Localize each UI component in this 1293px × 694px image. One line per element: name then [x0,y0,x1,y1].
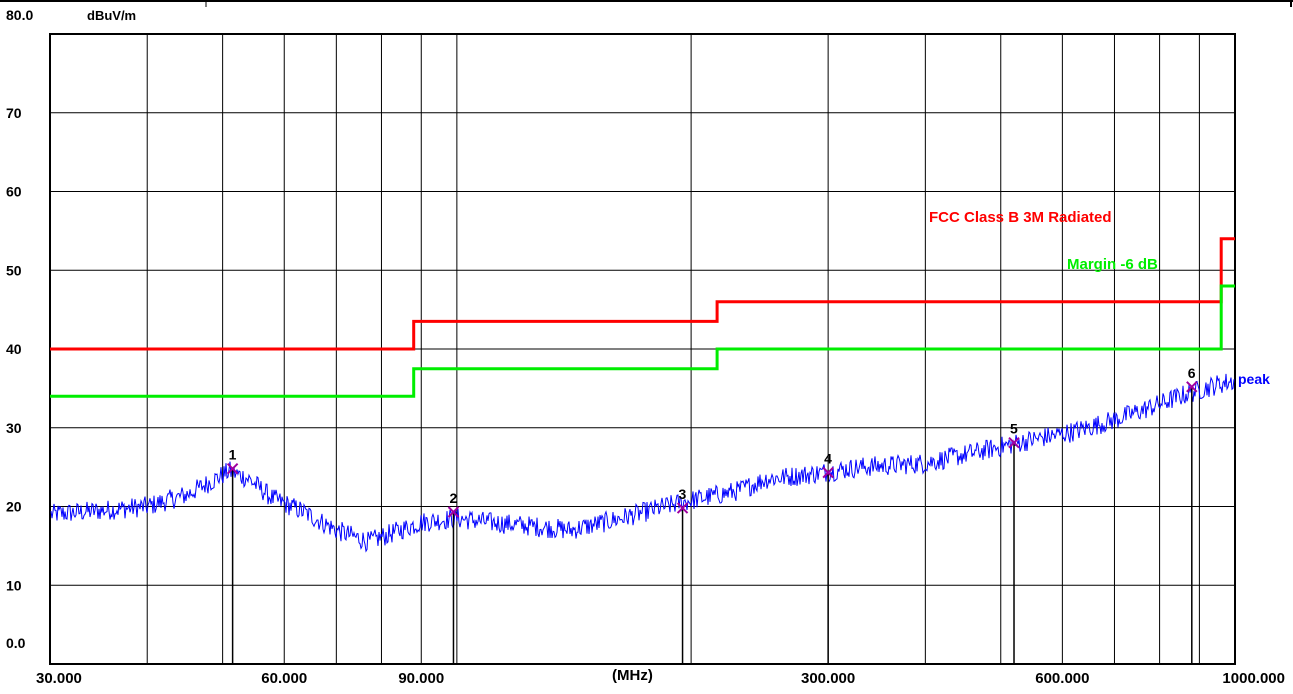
y-tick-label: 20 [6,499,22,515]
x-axis-unit-label: (MHz) [612,667,653,684]
x-tick-label: 60.000 [261,670,307,687]
peak-trace [50,373,1235,553]
x-tick-label: 90.000 [398,670,444,687]
y-tick-label: 70 [6,105,22,121]
margin-line-label: Margin -6 dB [1067,256,1158,273]
y-tick-label: 80.0 [6,7,33,23]
peak-trace-label: peak [1238,371,1270,387]
marker-cross [226,462,239,475]
marker-cross [447,506,460,518]
marker-label: 6 [1188,365,1196,381]
marker-label: 5 [1010,421,1018,437]
axis-layer: 0.0 10 20 30 40 50 60 70 80.0 30.000 60.000 90.000 3… [6,7,1285,687]
series-layer [50,237,1235,553]
margin-line [50,284,1235,398]
marker-label: 2 [449,490,457,506]
x-tick-label: 300.000 [801,670,855,687]
marker-label: 1 [229,447,237,463]
y-tick-label: 60 [6,184,22,200]
marker-cross [1008,437,1020,449]
marker-label: 4 [824,451,832,467]
y-tick-label: 40 [6,341,22,357]
marker-label: 3 [679,486,687,502]
limit-line [50,237,1235,351]
y-tick-label: 10 [6,577,22,593]
y-tick-label: 50 [6,262,22,278]
y-tick-label: 0.0 [6,635,26,651]
x-tick-label: 600.000 [1035,670,1089,687]
y-tick-label: 30 [6,420,22,436]
marker-cross [1186,381,1198,393]
y-axis-unit-label: dBuV/m [87,8,136,23]
marker-cross [822,466,834,479]
marker-cross [676,502,689,514]
x-tick-label: 1000.000 [1222,670,1285,687]
marker-layer: 1 2 3 4 5 6 [226,365,1198,664]
x-tick-label: 30.000 [36,670,82,687]
limit-line-label: FCC Class B 3M Radiated [929,209,1112,226]
